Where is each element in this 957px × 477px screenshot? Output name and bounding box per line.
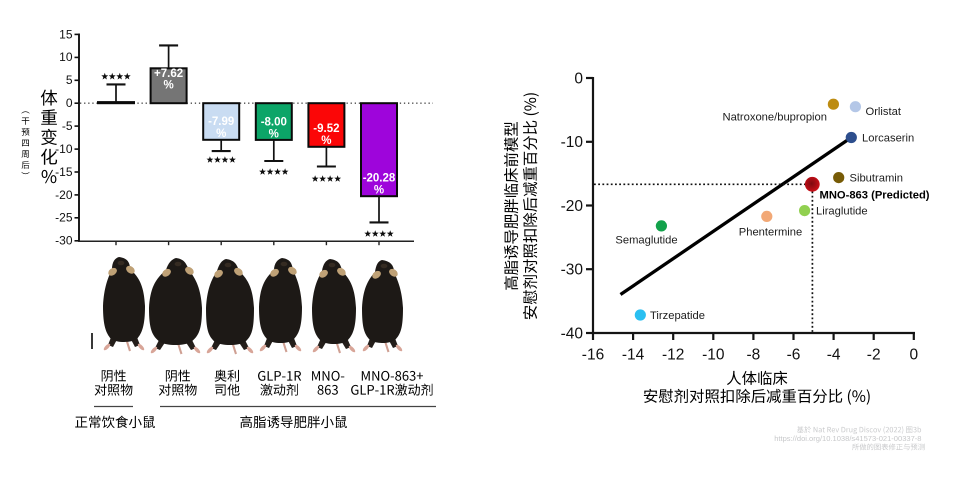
svg-text:+7.62: +7.62 — [154, 68, 183, 80]
svg-text:Orlistat: Orlistat — [866, 106, 902, 118]
svg-text:-30: -30 — [55, 234, 73, 248]
svg-text:0: 0 — [909, 347, 918, 364]
svg-text:-20: -20 — [55, 188, 73, 202]
svg-text:-7.99: -7.99 — [208, 116, 234, 128]
svg-text:0: 0 — [66, 96, 73, 110]
svg-text:-10: -10 — [561, 134, 584, 151]
svg-text:Liraglutide: Liraglutide — [816, 206, 868, 218]
svg-text:-15: -15 — [55, 165, 73, 179]
svg-text:-16: -16 — [582, 347, 604, 364]
svg-text:-20: -20 — [561, 198, 584, 215]
svg-text:15: 15 — [59, 27, 73, 41]
svg-text:-14: -14 — [622, 347, 645, 364]
svg-text:%: % — [269, 128, 279, 140]
svg-text:-10: -10 — [55, 142, 73, 156]
svg-text:10: 10 — [59, 50, 73, 64]
svg-text:%: % — [163, 80, 173, 92]
svg-text:-30: -30 — [561, 262, 584, 279]
svg-text:5: 5 — [66, 73, 73, 87]
svg-text:-4: -4 — [827, 347, 841, 364]
svg-text:-20.28: -20.28 — [363, 173, 396, 185]
svg-text:%: % — [374, 185, 384, 197]
svg-text:Semaglutide: Semaglutide — [615, 235, 677, 247]
svg-text:-8: -8 — [747, 347, 761, 364]
svg-text:0: 0 — [574, 70, 583, 87]
svg-text:Sibutramin: Sibutramin — [850, 173, 903, 185]
svg-text:https://doi.org/10.1038/s41573: https://doi.org/10.1038/s41573-021-00337… — [774, 434, 921, 443]
svg-text:-6: -6 — [787, 347, 801, 364]
svg-text:-8.00: -8.00 — [261, 116, 287, 128]
svg-text:-2: -2 — [867, 347, 881, 364]
svg-text:Natroxone/bupropion: Natroxone/bupropion — [723, 112, 828, 124]
svg-text:-25: -25 — [55, 211, 73, 225]
svg-text:Phentermine: Phentermine — [739, 226, 802, 238]
svg-text:-9.52: -9.52 — [313, 123, 339, 135]
svg-text:%: % — [216, 128, 226, 140]
svg-text:MNO-863 (Predicted): MNO-863 (Predicted) — [820, 189, 930, 201]
svg-text:-12: -12 — [662, 347, 684, 364]
svg-text:-5: -5 — [62, 119, 73, 133]
svg-text:-10: -10 — [702, 347, 725, 364]
svg-text:-40: -40 — [561, 325, 584, 342]
svg-text:Tirzepatide: Tirzepatide — [650, 310, 705, 322]
svg-text:Lorcaserin: Lorcaserin — [862, 133, 914, 145]
svg-text:%: % — [321, 135, 331, 147]
